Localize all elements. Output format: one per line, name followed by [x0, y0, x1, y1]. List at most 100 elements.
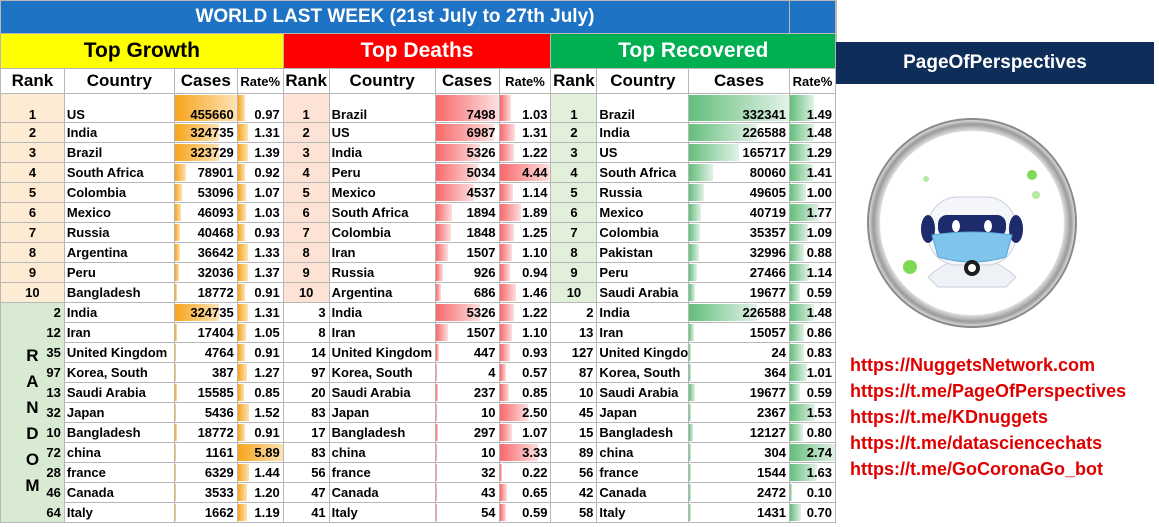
rate-bar [238, 124, 248, 141]
rate-value: 1.53 [806, 405, 832, 420]
country-name: france [331, 465, 371, 480]
cases-value: 24 [771, 345, 786, 360]
rate-value: 1.49 [806, 107, 832, 122]
rank-cell: 7 [550, 222, 598, 243]
cases-bar [689, 464, 692, 481]
country-cell: Korea, South [596, 362, 690, 383]
country-name: Italy [331, 505, 358, 520]
rank-cell: 8 [282, 242, 330, 263]
country-name: Saudi Arabia [599, 285, 679, 300]
rate-cell: 1.14 [788, 262, 837, 283]
country-name: Japan [66, 405, 105, 420]
header-rank: Rank [550, 68, 598, 94]
rate-value: 1.10 [522, 325, 548, 340]
cases-value: 455660 [190, 107, 234, 122]
rate-value: 0.22 [522, 465, 548, 480]
cases-cell: 46093 [173, 202, 238, 223]
country-cell: India [328, 302, 436, 323]
cases-value: 10 [481, 405, 496, 420]
cases-cell: 1544 [688, 462, 790, 483]
sheet-title: WORLD LAST WEEK (21st July to 27th July) [0, 0, 790, 34]
rate-value: 1.05 [254, 325, 280, 340]
country-name: Bangladesh [66, 425, 141, 440]
cases-value: 40468 [197, 225, 234, 240]
country-cell: Bangladesh [596, 422, 690, 443]
rate-bar [790, 204, 820, 221]
link-gocoronago-bot[interactable]: https://t.me/GoCoronaGo_bot [850, 459, 1103, 479]
cases-value: 19677 [749, 285, 786, 300]
rate-value: 0.10 [806, 485, 832, 500]
rate-value: 1.77 [806, 205, 832, 220]
country-cell: Colombia [328, 222, 436, 243]
country-name: South Africa [66, 165, 144, 180]
country-cell: United Kingdom [328, 342, 436, 363]
cases-cell: 40719 [688, 202, 790, 223]
header-country: Country [596, 68, 690, 94]
rank-cell: 4 [550, 162, 598, 183]
rate-cell: 1.77 [788, 202, 837, 223]
rate-cell: 1.33 [236, 242, 284, 263]
rate-cell: 1.48 [788, 302, 837, 323]
country-cell: South Africa [328, 202, 436, 223]
rate-value: 1.31 [254, 305, 280, 320]
country-name: Japan [599, 405, 637, 420]
country-name: Peru [66, 265, 96, 280]
rank-cell: 1 [550, 93, 598, 123]
link-kdnuggets[interactable]: https://t.me/KDnuggets [850, 407, 1048, 427]
rate-value: 1.33 [254, 245, 280, 260]
rate-cell: 1.27 [236, 362, 284, 383]
country-name: Russia [66, 225, 110, 240]
cases-value: 1507 [466, 325, 496, 340]
rate-cell: 0.85 [236, 382, 284, 403]
country-name: India [66, 125, 98, 140]
cases-value: 364 [764, 365, 786, 380]
link-page-of-perspectives[interactable]: https://t.me/PageOfPerspectives [850, 381, 1127, 401]
cases-value: 324735 [190, 125, 234, 140]
rate-cell: 5.89 [236, 442, 284, 463]
cases-cell: 1848 [434, 222, 500, 243]
cases-cell: 1431 [688, 502, 790, 523]
cases-cell: 165717 [688, 142, 790, 163]
country-cell: South Africa [63, 162, 175, 183]
rate-bar [500, 284, 517, 301]
rate-bar [500, 264, 511, 281]
rate-bar [238, 95, 246, 121]
cases-value: 6987 [466, 125, 496, 140]
rank-cell: 10 [46, 425, 61, 440]
link-nuggets-network[interactable]: https://NuggetsNetwork.com [850, 355, 1096, 375]
rank-cell: 56 [282, 462, 330, 483]
rate-bar [500, 224, 514, 241]
cases-bar [436, 95, 499, 121]
rank-cell: 46 [46, 485, 61, 500]
country-cell: Iran [328, 322, 436, 343]
header-country: Country [63, 68, 175, 94]
rank-cell: 9 [550, 262, 598, 283]
rate-cell: 1.31 [236, 302, 284, 323]
rate-cell: 0.59 [788, 382, 837, 403]
cases-value: 54 [481, 505, 496, 520]
cases-value: 1431 [757, 505, 786, 520]
cases-bar [689, 264, 698, 281]
country-cell: Bangladesh [63, 282, 175, 303]
cases-bar [689, 384, 696, 401]
country-cell: Japan [328, 402, 436, 423]
random-letter: R [26, 346, 39, 365]
cases-bar [175, 324, 178, 341]
cases-value: 447 [473, 345, 496, 360]
rate-bar [500, 164, 550, 181]
cases-bar [689, 364, 692, 381]
cases-cell: 364 [688, 362, 790, 383]
rank-cell: 7 [282, 222, 330, 243]
rank-cell: 97 [282, 362, 330, 383]
rate-value: 0.91 [254, 425, 280, 440]
cases-cell: 17404 [173, 322, 238, 343]
rank-cell: 1 [0, 93, 65, 123]
rate-bar [790, 95, 815, 121]
cases-value: 40719 [749, 205, 786, 220]
rate-bar [790, 424, 804, 441]
cases-cell: 78901 [173, 162, 238, 183]
rank-cell: 13 [46, 385, 61, 400]
rate-value: 0.65 [522, 485, 548, 500]
rate-cell: 1.31 [236, 122, 284, 143]
link-datasciencechats[interactable]: https://t.me/datasciencechats [850, 433, 1103, 453]
